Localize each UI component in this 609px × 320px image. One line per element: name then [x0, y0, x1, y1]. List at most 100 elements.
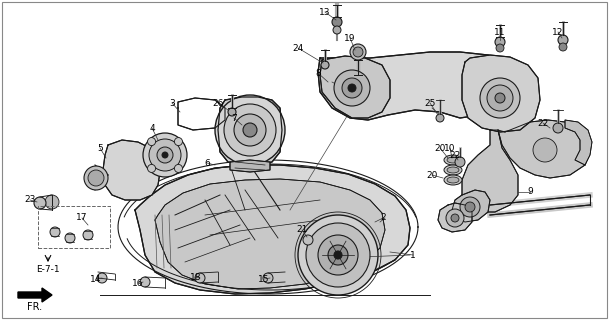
Circle shape [174, 138, 183, 146]
Bar [38, 206, 110, 248]
Polygon shape [498, 120, 590, 178]
Circle shape [306, 223, 370, 287]
Ellipse shape [444, 155, 462, 165]
Circle shape [455, 157, 465, 167]
Circle shape [465, 202, 475, 212]
Text: 12: 12 [552, 28, 564, 36]
Text: 4: 4 [149, 124, 155, 132]
Circle shape [84, 166, 108, 190]
Polygon shape [462, 55, 540, 132]
Circle shape [174, 164, 183, 172]
Circle shape [215, 95, 285, 165]
Text: 11: 11 [495, 28, 505, 36]
Text: 5: 5 [97, 143, 103, 153]
Text: FR.: FR. [27, 302, 43, 312]
Circle shape [460, 197, 480, 217]
Circle shape [533, 138, 557, 162]
Polygon shape [452, 190, 490, 222]
Circle shape [334, 70, 370, 106]
Circle shape [446, 209, 464, 227]
Text: 20: 20 [434, 143, 446, 153]
Text: 22: 22 [449, 150, 460, 159]
Circle shape [224, 104, 276, 156]
Text: 8: 8 [315, 68, 321, 77]
Text: 21: 21 [297, 226, 308, 235]
Circle shape [559, 43, 567, 51]
Circle shape [328, 245, 348, 265]
Text: 13: 13 [319, 7, 331, 17]
Circle shape [143, 133, 187, 177]
Circle shape [303, 235, 313, 245]
Ellipse shape [447, 177, 459, 183]
Polygon shape [155, 179, 385, 289]
Circle shape [234, 114, 266, 146]
Text: 18: 18 [190, 273, 202, 282]
Circle shape [298, 215, 378, 295]
Polygon shape [218, 97, 282, 165]
Text: 3: 3 [169, 99, 175, 108]
Text: 23: 23 [24, 196, 36, 204]
Text: 14: 14 [90, 275, 102, 284]
Text: 2: 2 [380, 213, 386, 222]
Circle shape [149, 139, 181, 171]
Circle shape [495, 93, 505, 103]
Circle shape [157, 147, 173, 163]
Text: 15: 15 [258, 275, 270, 284]
Text: 1: 1 [410, 251, 416, 260]
Circle shape [34, 197, 46, 209]
Text: 17: 17 [76, 213, 88, 222]
Circle shape [50, 227, 60, 237]
Circle shape [558, 35, 568, 45]
Circle shape [45, 195, 59, 209]
Circle shape [495, 37, 505, 47]
Circle shape [332, 17, 342, 27]
Circle shape [350, 44, 366, 60]
Polygon shape [318, 52, 525, 120]
Circle shape [353, 47, 363, 57]
Polygon shape [320, 56, 390, 118]
Circle shape [140, 277, 150, 287]
Ellipse shape [444, 175, 462, 185]
Circle shape [480, 78, 520, 118]
Circle shape [321, 61, 329, 69]
Circle shape [263, 273, 273, 283]
Circle shape [83, 230, 93, 240]
Circle shape [342, 78, 362, 98]
Circle shape [334, 251, 342, 259]
Polygon shape [230, 160, 270, 172]
Text: 26: 26 [213, 99, 224, 108]
Circle shape [228, 108, 236, 116]
Circle shape [496, 44, 504, 52]
Circle shape [348, 84, 356, 92]
Polygon shape [462, 130, 518, 212]
Polygon shape [438, 203, 472, 232]
Ellipse shape [444, 165, 462, 175]
Circle shape [65, 233, 75, 243]
Text: 24: 24 [292, 44, 304, 52]
Circle shape [436, 114, 444, 122]
Text: 25: 25 [424, 99, 435, 108]
Text: 19: 19 [344, 34, 356, 43]
Circle shape [195, 273, 205, 283]
Text: E-7-1: E-7-1 [36, 266, 60, 275]
Circle shape [162, 152, 168, 158]
Circle shape [147, 164, 155, 172]
Text: 10: 10 [444, 143, 456, 153]
Polygon shape [103, 140, 160, 200]
Circle shape [487, 85, 513, 111]
Polygon shape [135, 165, 410, 294]
Circle shape [243, 123, 257, 137]
Circle shape [318, 235, 358, 275]
Circle shape [451, 214, 459, 222]
Ellipse shape [447, 167, 459, 173]
Circle shape [88, 170, 104, 186]
Polygon shape [18, 288, 52, 302]
Text: 6: 6 [204, 158, 210, 167]
Circle shape [147, 138, 155, 146]
Circle shape [97, 273, 107, 283]
Polygon shape [565, 120, 592, 165]
Circle shape [333, 26, 341, 34]
Ellipse shape [447, 157, 459, 163]
Circle shape [553, 123, 563, 133]
Text: 22: 22 [537, 118, 549, 127]
